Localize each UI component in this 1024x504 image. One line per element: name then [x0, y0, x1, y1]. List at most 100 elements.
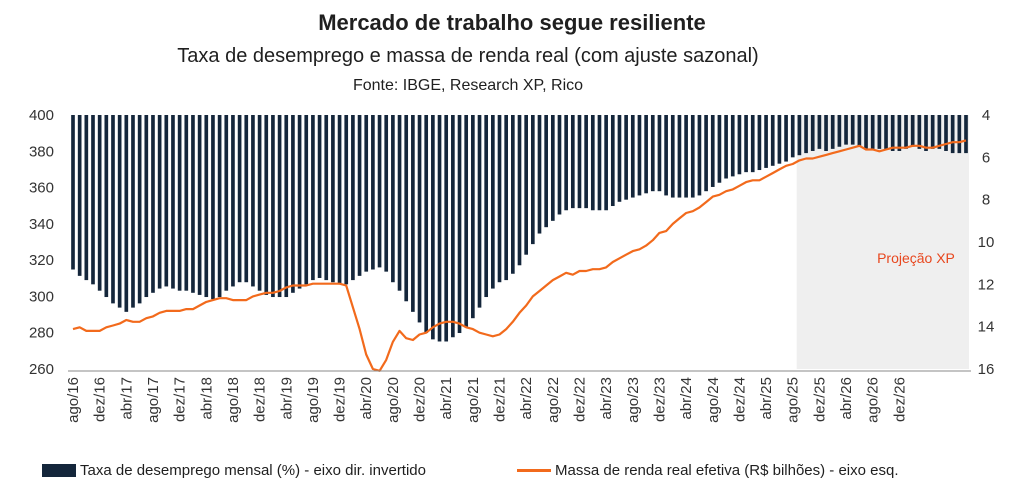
x-tick-label: abr/21 — [438, 377, 455, 420]
unemployment-bar — [311, 115, 315, 281]
unemployment-bar — [904, 115, 908, 149]
x-tick-label: abr/26 — [838, 377, 855, 420]
unemployment-bar — [877, 115, 882, 149]
y-right-tick-label: 6 — [982, 149, 990, 166]
unemployment-bar — [897, 115, 902, 151]
unemployment-bar — [117, 115, 122, 308]
unemployment-bar — [684, 115, 688, 198]
unemployment-bar — [237, 115, 242, 283]
y-right-tick-label: 10 — [978, 234, 995, 251]
unemployment-bar — [111, 115, 115, 304]
unemployment-bar — [604, 115, 608, 211]
unemployment-bar — [717, 115, 722, 183]
unemployment-bar — [517, 115, 522, 266]
y-left-tick-label: 320 — [29, 252, 54, 269]
unemployment-bar — [570, 115, 575, 209]
unemployment-bar — [284, 115, 289, 298]
chart-area: 260 280 300 320 340 360 380 400 4 6 8 10 12 14 16 ago… — [29, 107, 995, 423]
unemployment-bar — [197, 115, 202, 295]
legend-swatch-line — [517, 469, 551, 472]
unemployment-bar — [97, 115, 102, 291]
unemployment-bar — [304, 115, 309, 285]
y-right-tick-label: 12 — [978, 276, 995, 293]
unemployment-bar — [644, 115, 648, 194]
unemployment-bar — [324, 115, 329, 281]
unemployment-bar — [944, 115, 948, 151]
unemployment-bar — [697, 115, 702, 196]
unemployment-bar — [790, 115, 795, 158]
x-tick-label: ago/24 — [705, 377, 722, 423]
y-left-tick-label: 400 — [29, 107, 54, 124]
unemployment-bar — [890, 115, 895, 151]
unemployment-bar — [317, 115, 322, 278]
unemployment-bar — [810, 115, 815, 151]
unemployment-bar — [77, 115, 82, 276]
unemployment-bar — [964, 115, 968, 154]
unemployment-bar — [770, 115, 775, 166]
unemployment-bar — [830, 115, 835, 149]
unemployment-bar — [930, 115, 935, 149]
unemployment-bar — [657, 115, 662, 192]
unemployment-bar — [91, 115, 95, 285]
unemployment-bar — [231, 115, 235, 287]
unemployment-bar — [337, 115, 342, 285]
unemployment-bar — [844, 115, 848, 145]
y-left-tick-label: 380 — [29, 143, 54, 160]
x-tick-label: dez/26 — [891, 377, 908, 422]
unemployment-bar — [131, 115, 135, 308]
unemployment-bar — [104, 115, 109, 298]
x-tick-label: dez/18 — [252, 377, 269, 422]
x-tick-label: abr/23 — [598, 377, 615, 420]
legend-label-line: Massa de renda real efetiva (R$ bilhões)… — [555, 462, 899, 479]
unemployment-bar — [737, 115, 742, 175]
unemployment-bar — [557, 115, 562, 215]
unemployment-bar — [850, 115, 855, 145]
unemployment-bar — [590, 115, 595, 211]
unemployment-bar — [377, 115, 382, 268]
unemployment-bar — [417, 115, 422, 323]
unemployment-bar — [497, 115, 502, 283]
unemployment-bar — [451, 115, 455, 338]
unemployment-bar — [444, 115, 449, 342]
unemployment-bar — [924, 115, 928, 151]
unemployment-bar — [257, 115, 262, 291]
unemployment-bar — [704, 115, 708, 192]
unemployment-bar — [864, 115, 868, 149]
x-tick-label: dez/19 — [332, 377, 349, 422]
unemployment-bar — [650, 115, 655, 192]
unemployment-bar — [764, 115, 768, 168]
unemployment-bar — [630, 115, 635, 198]
unemployment-bar — [384, 115, 389, 272]
x-tick-label: ago/22 — [545, 377, 562, 423]
unemployment-bar — [291, 115, 295, 293]
unemployment-bar — [577, 115, 582, 209]
x-tick-label: abr/19 — [278, 377, 295, 420]
legend-item-line: Massa de renda real efetiva (R$ bilhões)… — [517, 462, 899, 479]
unemployment-bar — [404, 115, 409, 302]
legend-label-bars: Taxa de desemprego mensal (%) - eixo dir… — [80, 462, 426, 479]
unemployment-bar — [471, 115, 475, 319]
unemployment-bar — [690, 115, 695, 198]
y-right-tick-label: 8 — [982, 192, 990, 209]
unemployment-bar — [371, 115, 375, 270]
y-left-tick-label: 340 — [29, 216, 54, 233]
unemployment-bar — [564, 115, 568, 211]
unemployment-bar — [750, 115, 755, 173]
unemployment-bar — [637, 115, 642, 196]
legend-swatch-bars — [42, 464, 76, 477]
unemployment-bar — [857, 115, 862, 147]
unemployment-bar — [391, 115, 395, 283]
unemployment-bar — [357, 115, 362, 276]
x-tick-label: ago/25 — [785, 377, 802, 423]
unemployment-bar — [491, 115, 495, 289]
unemployment-bar — [950, 115, 955, 154]
chart-source: Fonte: IBGE, Research XP, Rico — [352, 77, 584, 94]
chart-title: Mercado de trabalho segue resiliente — [318, 10, 706, 35]
x-tick-label: ago/20 — [385, 377, 402, 423]
x-tick-label: abr/24 — [678, 377, 695, 420]
unemployment-bar — [204, 115, 209, 298]
unemployment-bar — [884, 115, 888, 149]
x-tick-label: dez/16 — [92, 377, 109, 422]
unemployment-bar — [411, 115, 415, 312]
chart-subtitle: Taxa de desemprego e massa de renda real… — [177, 45, 759, 67]
